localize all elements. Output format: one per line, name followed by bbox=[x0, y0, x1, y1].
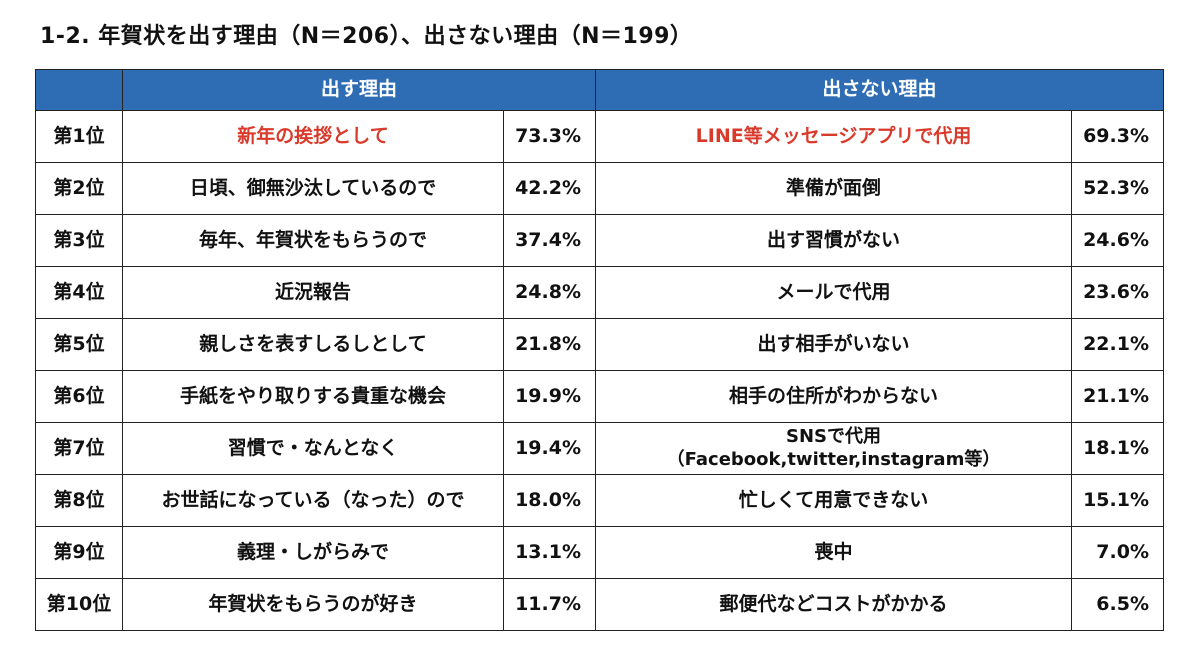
not-send-reason-cell: 忙しくて用意できない bbox=[595, 474, 1072, 527]
not-send-reason-cell: 出す習慣がない bbox=[595, 214, 1072, 267]
reasons-table: 出す理由 出さない理由 第1位 新年の挨拶として 73.3% LINE等メッセー… bbox=[35, 69, 1164, 631]
not-send-reason-cell: 準備が面倒 bbox=[595, 162, 1072, 215]
page-title: 1-2. 年賀状を出す理由（N＝206）、出さない理由（N＝199） bbox=[40, 24, 693, 49]
rank-cell: 第1位 bbox=[35, 110, 123, 163]
rank-cell: 第4位 bbox=[35, 266, 123, 319]
send-percent-cell: 73.3% bbox=[503, 110, 596, 163]
not-send-reason-sub: （Facebook,twitter,instagram等） bbox=[666, 448, 1001, 470]
send-reason-cell: 新年の挨拶として bbox=[122, 110, 504, 163]
send-reason-cell: お世話になっている（なった）ので bbox=[122, 474, 504, 527]
not-send-percent-cell: 23.6% bbox=[1071, 266, 1164, 319]
not-send-percent-cell: 24.6% bbox=[1071, 214, 1164, 267]
rank-cell: 第8位 bbox=[35, 474, 123, 527]
send-reason-cell: 親しさを表すしるしとして bbox=[122, 318, 504, 371]
send-reason-cell: 近況報告 bbox=[122, 266, 504, 319]
not-send-percent-cell: 18.1% bbox=[1071, 422, 1164, 475]
send-reason-cell: 習慣で・なんとなく bbox=[122, 422, 504, 475]
send-reason-cell: 手紙をやり取りする貴重な機会 bbox=[122, 370, 504, 423]
rank-cell: 第9位 bbox=[35, 526, 123, 579]
header-corner bbox=[35, 69, 123, 111]
not-send-percent-cell: 7.0% bbox=[1071, 526, 1164, 579]
send-reason-cell: 毎年、年賀状をもらうので bbox=[122, 214, 504, 267]
send-percent-cell: 19.9% bbox=[503, 370, 596, 423]
table-row: 第5位 親しさを表すしるしとして 21.8% 出す相手がいない 22.1% bbox=[35, 318, 1164, 371]
send-percent-cell: 37.4% bbox=[503, 214, 596, 267]
not-send-reason-cell: 郵便代などコストがかかる bbox=[595, 578, 1072, 631]
table-row: 第8位 お世話になっている（なった）ので 18.0% 忙しくて用意できない 15… bbox=[35, 474, 1164, 527]
send-reason-cell: 日頃、御無沙汰しているので bbox=[122, 162, 504, 215]
not-send-reason-cell: メールで代用 bbox=[595, 266, 1072, 319]
not-send-reason-cell: 出す相手がいない bbox=[595, 318, 1072, 371]
send-percent-cell: 24.8% bbox=[503, 266, 596, 319]
table-row: 第7位 習慣で・なんとなく 19.4% SNSで代用 （Facebook,twi… bbox=[35, 422, 1164, 475]
send-reason-cell: 義理・しがらみで bbox=[122, 526, 504, 579]
table-row: 第4位 近況報告 24.8% メールで代用 23.6% bbox=[35, 266, 1164, 319]
send-percent-cell: 18.0% bbox=[503, 474, 596, 527]
not-send-percent-cell: 21.1% bbox=[1071, 370, 1164, 423]
rank-cell: 第3位 bbox=[35, 214, 123, 267]
send-percent-cell: 42.2% bbox=[503, 162, 596, 215]
table-row: 第2位 日頃、御無沙汰しているので 42.2% 準備が面倒 52.3% bbox=[35, 162, 1164, 215]
not-send-reason-main: SNSで代用 bbox=[786, 426, 881, 447]
send-reason-cell: 年賀状をもらうのが好き bbox=[122, 578, 504, 631]
send-percent-cell: 21.8% bbox=[503, 318, 596, 371]
not-send-percent-cell: 15.1% bbox=[1071, 474, 1164, 527]
table-row: 第3位 毎年、年賀状をもらうので 37.4% 出す習慣がない 24.6% bbox=[35, 214, 1164, 267]
header-send-reasons: 出す理由 bbox=[122, 69, 596, 111]
rank-cell: 第10位 bbox=[35, 578, 123, 631]
not-send-percent-cell: 6.5% bbox=[1071, 578, 1164, 631]
send-percent-cell: 11.7% bbox=[503, 578, 596, 631]
not-send-percent-cell: 22.1% bbox=[1071, 318, 1164, 371]
not-send-percent-cell: 52.3% bbox=[1071, 162, 1164, 215]
rank-cell: 第6位 bbox=[35, 370, 123, 423]
table-row: 第6位 手紙をやり取りする貴重な機会 19.9% 相手の住所がわからない 21.… bbox=[35, 370, 1164, 423]
rank-cell: 第2位 bbox=[35, 162, 123, 215]
header-row: 出す理由 出さない理由 bbox=[35, 69, 1164, 111]
not-send-reason-cell: 喪中 bbox=[595, 526, 1072, 579]
table-row: 第9位 義理・しがらみで 13.1% 喪中 7.0% bbox=[35, 526, 1164, 579]
not-send-reason-cell: LINE等メッセージアプリで代用 bbox=[595, 110, 1072, 163]
not-send-reason-cell: SNSで代用 （Facebook,twitter,instagram等） bbox=[595, 422, 1072, 475]
table-row: 第10位 年賀状をもらうのが好き 11.7% 郵便代などコストがかかる 6.5% bbox=[35, 578, 1164, 631]
send-percent-cell: 19.4% bbox=[503, 422, 596, 475]
rank-cell: 第7位 bbox=[35, 422, 123, 475]
not-send-percent-cell: 69.3% bbox=[1071, 110, 1164, 163]
rank-cell: 第5位 bbox=[35, 318, 123, 371]
send-percent-cell: 13.1% bbox=[503, 526, 596, 579]
table-row: 第1位 新年の挨拶として 73.3% LINE等メッセージアプリで代用 69.3… bbox=[35, 110, 1164, 163]
not-send-reason-cell: 相手の住所がわからない bbox=[595, 370, 1072, 423]
header-not-send-reasons: 出さない理由 bbox=[595, 69, 1164, 111]
